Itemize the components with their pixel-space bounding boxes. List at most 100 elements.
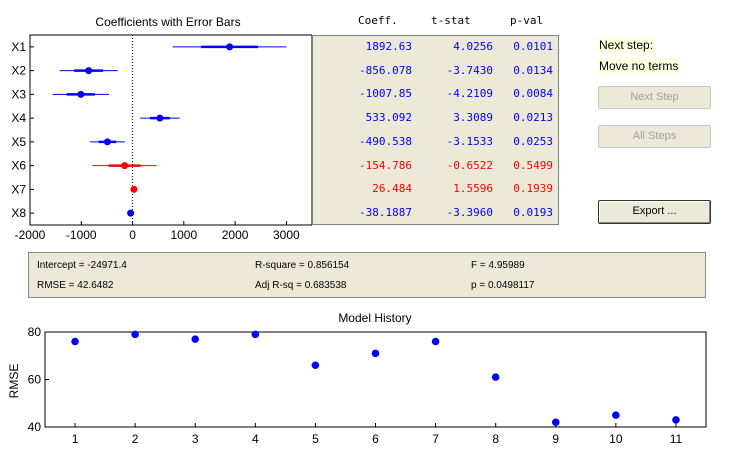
pval-cell: 0.1939 xyxy=(513,182,553,196)
next-step-label: Next step: xyxy=(597,37,656,53)
history-chart-title: Model History xyxy=(338,311,411,325)
coeff-cell: -856.078 xyxy=(359,63,412,77)
coeff-cell: -1007.85 xyxy=(359,87,412,101)
header-coeff: Coeff. xyxy=(358,14,398,27)
history-xtick-label: 5 xyxy=(312,432,319,446)
coefficients-chart: Coefficients with Error Bars -2000 -1000 0… xyxy=(11,15,312,242)
coef-point[interactable] xyxy=(127,209,135,217)
history-ylabel: RMSE xyxy=(7,364,21,399)
history-point[interactable] xyxy=(371,349,380,358)
history-point[interactable] xyxy=(71,337,79,346)
coef-term-label: X1 xyxy=(11,40,26,54)
coef-term-label: X2 xyxy=(11,64,26,78)
rsquare-value: R-square = 0.856154 xyxy=(255,260,350,271)
history-point[interactable] xyxy=(612,411,620,419)
header-tstat: t-stat xyxy=(431,14,471,27)
pval-cell: 0.0134 xyxy=(513,63,553,77)
history-xtick-label: 1 xyxy=(72,432,79,446)
coef-table-row[interactable]: -1007.85 -4.2109 0.0084 xyxy=(312,87,559,103)
coef-plot-area xyxy=(29,34,312,226)
coef-xtick-label: 3000 xyxy=(273,228,300,242)
p-value: p = 0.0498117 xyxy=(471,280,535,291)
history-point[interactable] xyxy=(191,335,200,343)
tstat-cell: 3.3089 xyxy=(453,111,493,125)
history-point[interactable] xyxy=(551,418,560,427)
coef-point[interactable] xyxy=(130,185,138,193)
coeff-cell: 1892.63 xyxy=(365,39,412,53)
history-xtick-label: 4 xyxy=(252,432,259,446)
coef-point[interactable] xyxy=(85,67,93,75)
coef-term-label: X5 xyxy=(11,135,26,149)
pval-cell: 0.0193 xyxy=(513,206,553,220)
coef-xtick-label: -1000 xyxy=(66,228,97,242)
history-point[interactable] xyxy=(491,373,500,381)
coef-xtick-label: 0 xyxy=(129,228,136,242)
coef-table-row[interactable]: 1892.63 4.0256 0.0101 xyxy=(312,40,559,56)
pval-cell: 0.0253 xyxy=(513,134,553,148)
coef-point[interactable] xyxy=(103,138,111,146)
coef-chart-title: Coefficients with Error Bars xyxy=(95,15,240,29)
history-xtick-label: 10 xyxy=(609,432,623,446)
tstat-cell: 1.5596 xyxy=(453,182,493,196)
history-point[interactable] xyxy=(251,330,260,339)
coef-table-row[interactable]: 533.092 3.3089 0.0213 xyxy=(312,111,559,127)
coef-table-row[interactable]: -856.078 -3.7430 0.0134 xyxy=(312,64,559,80)
history-xtick-label: 7 xyxy=(432,432,439,446)
tstat-cell: -3.7430 xyxy=(446,63,493,77)
tstat-cell: -3.3960 xyxy=(446,206,493,220)
coef-point[interactable] xyxy=(121,162,129,170)
coef-term-label: X4 xyxy=(11,111,26,125)
adj-rsquare-value: Adj R-sq = 0.683538 xyxy=(255,280,347,291)
coef-xtick-label: 2000 xyxy=(222,228,249,242)
rmse-value: RMSE = 42.6482 xyxy=(37,280,114,291)
history-xtick-label: 6 xyxy=(372,432,379,446)
coef-point[interactable] xyxy=(156,114,164,122)
history-point[interactable] xyxy=(672,416,680,424)
history-point[interactable] xyxy=(311,361,320,370)
next-step-value: Move no terms xyxy=(597,58,681,74)
history-xtick-label: 3 xyxy=(192,432,199,446)
coeff-cell: 533.092 xyxy=(365,111,412,125)
tstat-cell: 4.0256 xyxy=(453,39,493,53)
coeff-cell: 26.484 xyxy=(372,182,412,196)
coef-table-row[interactable]: -154.786 -0.6522 0.5499 xyxy=(312,159,559,175)
history-xtick-label: 8 xyxy=(492,432,499,446)
history-ytick-label: 60 xyxy=(28,373,42,387)
history-xtick-label: 2 xyxy=(132,432,139,446)
history-point[interactable] xyxy=(131,330,139,339)
next-step-button[interactable]: Next Step xyxy=(598,86,711,109)
header-pval: p-val xyxy=(510,14,544,27)
coef-term-label: X7 xyxy=(11,182,26,196)
pval-cell: 0.0101 xyxy=(513,39,553,53)
coeff-cell: -154.786 xyxy=(359,158,412,172)
pval-cell: 0.0084 xyxy=(513,87,553,101)
coef-table-row[interactable]: -38.1887 -3.3960 0.0193 xyxy=(312,206,559,222)
coef-term-label: X8 xyxy=(11,206,26,220)
tstat-cell: -3.1533 xyxy=(446,134,493,148)
intercept-value: Intercept = -24971.4 xyxy=(37,260,127,271)
coef-table-row[interactable]: 26.484 1.5596 0.1939 xyxy=(312,182,559,198)
coeff-cell: -38.1887 xyxy=(359,206,412,220)
pval-cell: 0.0213 xyxy=(513,111,553,125)
coef-xtick-label: 1000 xyxy=(170,228,197,242)
history-plot-area xyxy=(44,331,707,428)
history-xtick-label: 9 xyxy=(552,432,559,446)
tstat-cell: -0.6522 xyxy=(446,158,493,172)
coef-term-label: X6 xyxy=(11,159,26,173)
pval-cell: 0.5499 xyxy=(513,158,553,172)
coef-point[interactable] xyxy=(226,43,234,51)
coef-term-label: X3 xyxy=(11,87,26,101)
coefficient-table-panel xyxy=(312,35,559,225)
coef-point[interactable] xyxy=(77,90,85,98)
history-ytick-label: 80 xyxy=(28,325,42,339)
export-button[interactable]: Export ... xyxy=(598,200,711,224)
coeff-cell: -490.538 xyxy=(359,134,412,148)
tstat-cell: -4.2109 xyxy=(446,87,493,101)
coef-table-row[interactable]: -490.538 -3.1533 0.0253 xyxy=(312,135,559,151)
history-xtick-label: 11 xyxy=(670,432,683,446)
history-ytick-label: 40 xyxy=(28,420,42,434)
coef-xtick-label: -2000 xyxy=(15,228,46,242)
all-steps-button[interactable]: All Steps xyxy=(598,125,711,148)
history-point[interactable] xyxy=(431,337,440,346)
model-stats-panel: Intercept = -24971.4 RMSE = 42.6482 R-sq… xyxy=(28,252,706,298)
